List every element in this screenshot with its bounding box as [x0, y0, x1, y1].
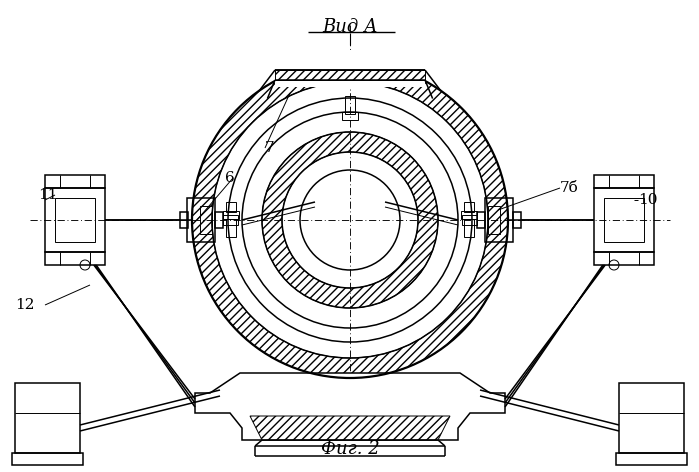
Text: 6: 6: [225, 171, 235, 185]
Wedge shape: [192, 62, 508, 378]
Bar: [604, 198, 644, 242]
Bar: [226, 219, 236, 237]
Bar: [215, 212, 223, 228]
Bar: [477, 212, 485, 228]
Bar: [462, 215, 477, 225]
Polygon shape: [250, 416, 450, 440]
Bar: [594, 252, 654, 265]
Polygon shape: [195, 373, 505, 440]
Bar: [275, 70, 425, 80]
Text: 12: 12: [15, 298, 34, 312]
Text: 7б: 7б: [560, 181, 579, 195]
Bar: [345, 96, 355, 114]
Text: Вид А: Вид А: [322, 18, 378, 36]
Bar: [45, 175, 105, 188]
Bar: [180, 212, 188, 228]
Bar: [45, 188, 105, 252]
Bar: [45, 252, 105, 265]
Bar: [342, 112, 358, 120]
Wedge shape: [262, 132, 438, 308]
Bar: [464, 219, 474, 237]
Bar: [594, 175, 654, 188]
Text: 10: 10: [638, 193, 658, 207]
Bar: [619, 383, 684, 453]
Bar: [488, 206, 500, 234]
Bar: [187, 198, 215, 242]
Text: 11: 11: [38, 188, 57, 202]
Text: 7: 7: [265, 141, 275, 155]
Bar: [461, 211, 477, 219]
Bar: [226, 202, 236, 212]
Bar: [275, 57, 425, 87]
Bar: [12, 453, 83, 465]
Bar: [55, 198, 95, 242]
Bar: [513, 212, 521, 228]
Bar: [464, 202, 474, 212]
Bar: [485, 198, 513, 242]
Bar: [275, 52, 425, 72]
Bar: [15, 383, 80, 453]
Bar: [616, 453, 687, 465]
Bar: [223, 211, 239, 219]
Bar: [594, 188, 654, 252]
Bar: [200, 206, 212, 234]
Text: Фиг. 2: Фиг. 2: [321, 440, 380, 458]
Bar: [223, 215, 238, 225]
